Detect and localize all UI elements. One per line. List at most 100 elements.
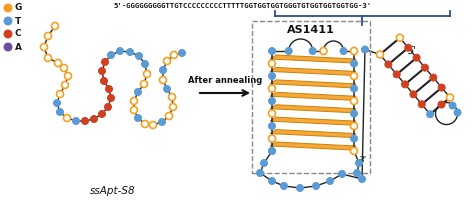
- Circle shape: [52, 23, 58, 29]
- Circle shape: [413, 54, 420, 61]
- Circle shape: [454, 109, 461, 116]
- Circle shape: [91, 116, 98, 122]
- Circle shape: [4, 17, 12, 25]
- Circle shape: [108, 95, 115, 101]
- Circle shape: [82, 118, 89, 124]
- Circle shape: [438, 84, 445, 91]
- Circle shape: [99, 110, 106, 118]
- Circle shape: [430, 74, 437, 81]
- Circle shape: [130, 97, 137, 105]
- Circle shape: [142, 61, 148, 67]
- Polygon shape: [270, 67, 356, 75]
- Circle shape: [54, 99, 61, 107]
- Circle shape: [350, 60, 357, 67]
- Circle shape: [350, 48, 357, 55]
- Circle shape: [64, 72, 72, 80]
- Circle shape: [268, 177, 275, 185]
- Circle shape: [101, 59, 109, 65]
- Circle shape: [55, 59, 62, 67]
- Circle shape: [170, 103, 176, 110]
- Circle shape: [268, 135, 275, 142]
- Circle shape: [40, 44, 47, 51]
- Circle shape: [268, 48, 275, 55]
- Circle shape: [164, 86, 171, 93]
- Text: T: T: [15, 17, 21, 25]
- Circle shape: [421, 64, 428, 71]
- Polygon shape: [270, 142, 356, 150]
- Text: ssApt-S8: ssApt-S8: [90, 186, 136, 196]
- Circle shape: [354, 170, 361, 177]
- Circle shape: [358, 175, 365, 183]
- Circle shape: [447, 94, 454, 101]
- Circle shape: [350, 97, 357, 105]
- Circle shape: [56, 109, 64, 116]
- Polygon shape: [270, 105, 356, 113]
- Text: 5': 5': [408, 46, 417, 56]
- Circle shape: [144, 70, 151, 78]
- Circle shape: [401, 81, 409, 88]
- Circle shape: [362, 46, 368, 53]
- Circle shape: [106, 86, 112, 93]
- Text: C: C: [15, 29, 22, 38]
- Circle shape: [320, 48, 327, 55]
- Circle shape: [396, 34, 403, 41]
- Circle shape: [256, 170, 264, 177]
- Circle shape: [393, 71, 400, 78]
- Circle shape: [340, 48, 347, 55]
- Circle shape: [56, 91, 64, 97]
- Circle shape: [142, 120, 148, 128]
- Circle shape: [268, 97, 275, 105]
- Polygon shape: [270, 80, 356, 88]
- Circle shape: [385, 61, 392, 68]
- Circle shape: [165, 112, 173, 120]
- Circle shape: [350, 110, 357, 117]
- Circle shape: [45, 55, 52, 61]
- Text: 3': 3': [359, 156, 367, 165]
- Circle shape: [268, 147, 275, 154]
- Circle shape: [281, 183, 288, 189]
- Circle shape: [427, 111, 434, 118]
- Circle shape: [171, 51, 177, 59]
- Circle shape: [158, 118, 165, 126]
- Circle shape: [312, 183, 319, 189]
- Polygon shape: [270, 117, 356, 125]
- Text: 5'-GGGGGGGGGTTGTCCCCCCCCCTTTTTGGTGGTGGTGGGTGTGGTGGTGGTGG-3': 5'-GGGGGGGGGTTGTCCCCCCCCCTTTTTGGTGGTGGTG…: [114, 3, 372, 9]
- Circle shape: [449, 102, 456, 109]
- Circle shape: [127, 48, 134, 55]
- Circle shape: [108, 51, 115, 59]
- Circle shape: [99, 67, 106, 74]
- Circle shape: [4, 4, 12, 12]
- Circle shape: [130, 107, 137, 114]
- Circle shape: [268, 122, 275, 130]
- Text: AS1411: AS1411: [287, 25, 335, 35]
- Circle shape: [327, 177, 334, 185]
- Circle shape: [350, 72, 357, 80]
- Circle shape: [268, 85, 275, 92]
- Circle shape: [135, 114, 142, 122]
- Circle shape: [268, 110, 275, 117]
- Polygon shape: [270, 130, 356, 137]
- Circle shape: [268, 147, 275, 154]
- Circle shape: [164, 57, 171, 65]
- Circle shape: [104, 103, 111, 110]
- Circle shape: [135, 88, 142, 95]
- Circle shape: [410, 91, 417, 98]
- Text: After annealing: After annealing: [188, 76, 262, 85]
- Text: A: A: [15, 42, 22, 51]
- Text: G: G: [15, 4, 22, 13]
- Circle shape: [338, 170, 346, 177]
- Circle shape: [168, 93, 175, 101]
- Circle shape: [309, 48, 316, 55]
- Circle shape: [297, 185, 303, 192]
- Circle shape: [350, 147, 357, 154]
- Circle shape: [73, 118, 80, 124]
- Circle shape: [62, 82, 69, 88]
- Circle shape: [61, 65, 67, 72]
- Circle shape: [438, 101, 445, 108]
- Circle shape: [350, 135, 357, 142]
- Circle shape: [136, 53, 143, 59]
- Circle shape: [149, 122, 156, 128]
- Circle shape: [45, 32, 52, 40]
- Circle shape: [350, 85, 357, 92]
- Polygon shape: [270, 92, 356, 100]
